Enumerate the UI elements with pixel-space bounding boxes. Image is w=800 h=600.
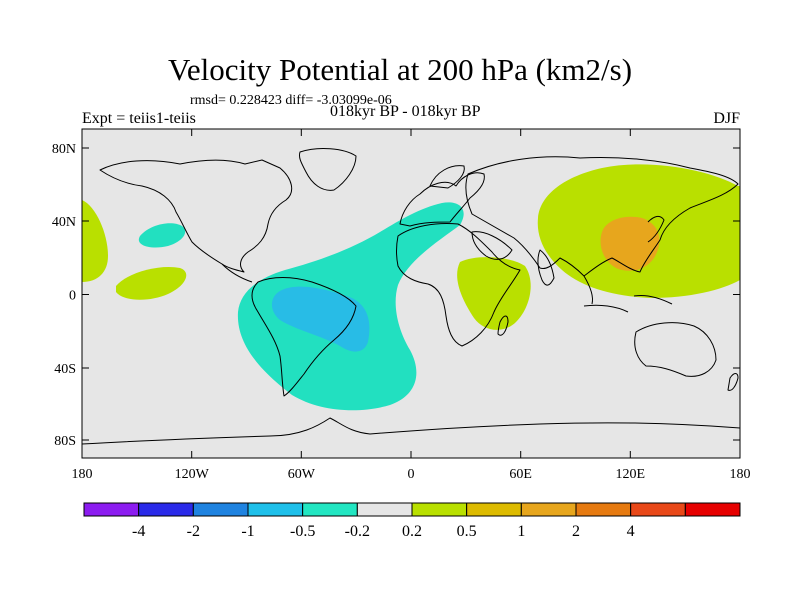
colorbar-swatch [83,502,140,517]
lon-label: 60E [509,467,532,482]
colorbar-label: -0.2 [345,523,370,540]
lon-label: 0 [408,467,415,482]
colorbar-label: -1 [241,523,254,540]
lon-label: 120E [616,467,646,482]
blue-negative-core [271,286,370,352]
lat-label: 40S [54,362,76,377]
longitude-labels: 180 120W 60W 0 60E 120E 180 [72,467,751,482]
orange-positive-core [600,216,660,271]
colorbar-label: -4 [132,523,145,540]
lon-label: 180 [730,467,751,482]
colorbar-swatch [192,502,249,517]
colorbar-swatch [575,502,632,517]
season-label: DJF [713,110,740,127]
colorbar-label: 0.5 [457,523,477,540]
experiment-label: Expt = teiis1-teiis [82,110,196,127]
lon-label: 60W [288,467,316,482]
colorbar-label: 2 [572,523,580,540]
lat-label: 0 [69,289,76,304]
colorbar-label: 4 [627,523,635,540]
rmsd-diff-label: rmsd= 0.228423 diff= -3.03099e-06 [190,93,392,108]
colorbar-swatch [138,502,194,517]
plot-title: Velocity Potential at 200 hPa (km2/s) [167,52,633,87]
coastlines [82,148,740,445]
latitude-labels: 80N 40N 0 40S 80S [52,142,76,449]
colorbar-swatch [247,502,304,517]
colorbar: -4 -2 -1 -0.5 -0.2 0.2 0.5 1 2 4 [83,502,741,540]
green-central-pacific [116,266,187,300]
lon-label: 120W [175,467,210,482]
green-africa-indian-ocean [457,257,531,330]
longitude-ticks [81,129,741,458]
colorbar-label: 0.2 [402,523,422,540]
shaded-contours [82,148,740,445]
colorbar-swatch [356,502,413,517]
colorbar-label: 1 [517,523,525,540]
lat-label: 80S [54,434,76,449]
period-label: 018kyr BP - 018kyr BP [330,103,481,120]
latitude-ticks [82,147,740,441]
colorbar-label: -2 [187,523,200,540]
lon-label: 180 [72,467,93,482]
colorbar-swatch [684,502,741,517]
colorbar-swatch [302,502,358,517]
colorbar-swatch [630,502,686,517]
teal-north-pacific [138,223,186,248]
lat-label: 40N [52,215,76,230]
colorbar-swatch [411,502,468,517]
colorbar-label: -0.5 [290,523,315,540]
colorbar-swatch [466,502,522,517]
lat-label: 80N [52,142,76,157]
colorbar-swatch [520,502,577,517]
